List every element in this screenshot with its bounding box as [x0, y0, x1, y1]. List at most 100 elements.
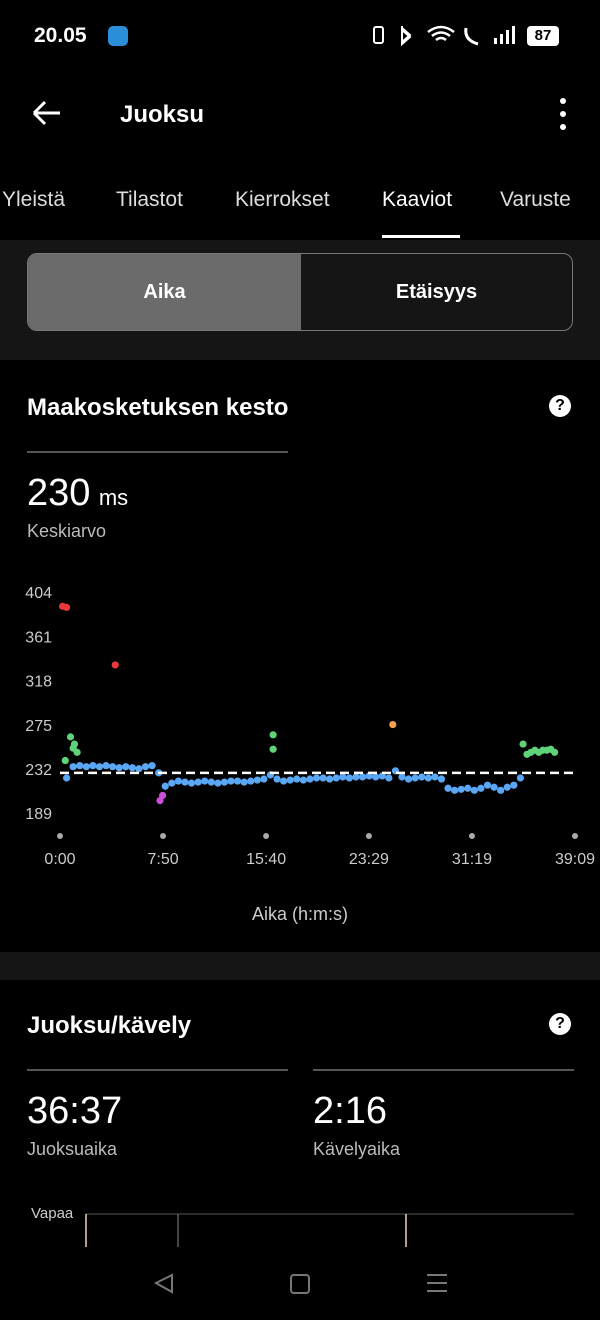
- tab[interactable]: Yleistä: [2, 188, 66, 211]
- data-point: [214, 779, 222, 787]
- stat-label: Kävelyaika: [313, 1139, 401, 1159]
- data-point: [510, 781, 518, 789]
- data-point: [451, 786, 459, 794]
- data-point: [411, 774, 419, 782]
- data-point: [365, 772, 373, 780]
- app-icon: [108, 26, 128, 46]
- tab[interactable]: Kaaviot: [382, 188, 453, 211]
- data-point: [345, 774, 353, 782]
- tab[interactable]: Varuste: [500, 188, 571, 211]
- data-point: [389, 720, 397, 729]
- value: 230: [27, 472, 91, 514]
- data-point: [201, 777, 209, 785]
- more-menu[interactable]: [556, 96, 570, 132]
- data-point: [352, 773, 360, 781]
- back-button[interactable]: [30, 98, 64, 128]
- data-point: [247, 777, 255, 785]
- status-time: 20.05: [34, 24, 87, 47]
- segmented-control: Aika Etäisyys: [27, 253, 573, 331]
- x-tick-label: 0:00: [44, 851, 75, 868]
- data-point: [70, 740, 79, 748]
- x-tick-label: 7:50: [147, 851, 178, 868]
- data-point: [385, 774, 393, 782]
- data-point: [431, 773, 439, 781]
- data-point: [62, 774, 71, 782]
- data-point: [490, 783, 498, 791]
- y-tick-label: 275: [25, 718, 52, 735]
- data-point: [161, 782, 169, 790]
- data-point: [115, 764, 123, 772]
- data-point: [253, 776, 261, 784]
- divider: [313, 1069, 574, 1071]
- data-point: [269, 745, 277, 753]
- data-point: [82, 763, 90, 771]
- data-point: [519, 740, 527, 748]
- x-tick: [572, 833, 578, 839]
- data-point: [89, 762, 97, 770]
- section-gap: [0, 952, 600, 980]
- data-point: [280, 777, 288, 785]
- data-point: [260, 775, 268, 783]
- tab[interactable]: Kierrokset: [235, 188, 330, 211]
- data-point: [148, 762, 156, 770]
- data-point: [424, 774, 432, 782]
- data-point: [358, 773, 367, 781]
- data-point: [174, 777, 182, 785]
- data-point: [551, 748, 559, 756]
- data-point: [378, 772, 386, 780]
- stat-value: 2:16: [313, 1090, 387, 1132]
- x-tick: [160, 833, 167, 839]
- x-tick: [263, 833, 270, 839]
- x-tick: [468, 833, 475, 839]
- data-point: [122, 763, 130, 771]
- help-icon[interactable]: ?: [549, 395, 571, 417]
- data-point: [66, 733, 75, 741]
- data-point: [135, 765, 143, 773]
- data-point: [503, 783, 511, 791]
- data-point: [418, 773, 426, 781]
- header-title: Juoksu: [120, 101, 205, 128]
- stat-value: 36:37: [27, 1090, 123, 1132]
- data-point: [168, 779, 176, 787]
- data-point: [398, 773, 406, 781]
- tab[interactable]: Tilastot: [116, 188, 183, 211]
- data-point: [437, 775, 446, 783]
- data-point: [62, 603, 71, 611]
- data-point: [332, 774, 340, 782]
- segment[interactable]: Etäisyys: [395, 281, 478, 303]
- data-point: [220, 778, 229, 786]
- data-point: [404, 775, 413, 783]
- x-tick: [365, 833, 372, 839]
- data-point: [339, 773, 347, 781]
- data-point: [73, 748, 81, 756]
- nav-bar: [0, 1248, 600, 1320]
- card-title: Juoksu/kävely: [27, 1012, 192, 1039]
- x-tick-label: 39:09: [555, 851, 595, 868]
- data-point: [141, 763, 150, 771]
- value-label: Keskiarvo: [27, 521, 107, 541]
- tab-indicator: [382, 235, 460, 238]
- segment[interactable]: Aika: [28, 254, 301, 330]
- data-point: [372, 773, 380, 781]
- data-point: [457, 785, 465, 793]
- y-tick-label: 189: [25, 806, 52, 823]
- data-point: [61, 756, 69, 765]
- data-point: [497, 786, 505, 794]
- help-icon[interactable]: ?: [549, 1013, 571, 1035]
- average-value: 230 ms: [27, 472, 128, 515]
- x-tick: [57, 833, 63, 839]
- y-tick-label: 318: [25, 674, 52, 691]
- data-point: [470, 786, 478, 794]
- data-point: [95, 763, 104, 771]
- data-point: [312, 774, 321, 782]
- data-point: [111, 661, 119, 669]
- data-point: [299, 776, 307, 784]
- data-point: [76, 762, 84, 770]
- data-point: [286, 776, 294, 784]
- unit: ms: [98, 485, 129, 510]
- card-title: Maakosketuksen kesto: [27, 394, 289, 421]
- chart: Aika (h:m:s) 189 232 275 318 361 404 0:00 7:50 1…: [25, 585, 595, 924]
- data-point: [233, 777, 242, 785]
- data-point: [483, 781, 492, 789]
- data-point: [273, 775, 281, 783]
